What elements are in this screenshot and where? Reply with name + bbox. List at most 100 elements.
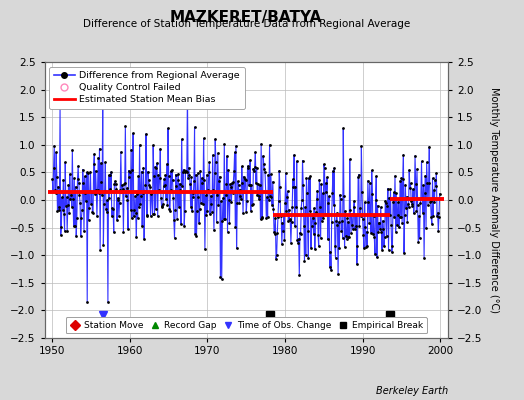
Point xyxy=(190,178,198,185)
Point xyxy=(297,204,305,211)
Point xyxy=(275,197,283,204)
Point xyxy=(65,210,73,216)
Point xyxy=(327,267,335,274)
Point xyxy=(337,227,345,234)
Point xyxy=(265,196,273,203)
Point xyxy=(202,212,210,218)
Point xyxy=(281,199,289,206)
Point xyxy=(95,190,103,196)
Point xyxy=(287,240,295,246)
Point xyxy=(303,228,312,234)
Point xyxy=(124,226,132,232)
Point xyxy=(168,167,176,173)
Point xyxy=(81,173,89,180)
Point xyxy=(152,165,160,171)
Point xyxy=(137,192,145,199)
Point xyxy=(361,199,369,205)
Point xyxy=(322,189,331,196)
Point xyxy=(153,160,161,166)
Point xyxy=(198,180,206,187)
Point xyxy=(86,168,95,175)
Point xyxy=(123,196,132,203)
Point xyxy=(374,228,383,235)
Point xyxy=(302,252,310,259)
Point xyxy=(251,149,259,155)
Point xyxy=(187,174,195,180)
Point xyxy=(266,192,275,199)
Point xyxy=(414,239,422,246)
Point xyxy=(264,172,272,178)
Point xyxy=(179,166,188,173)
Point xyxy=(323,174,331,180)
Point xyxy=(189,190,197,197)
Point xyxy=(104,172,113,178)
Point xyxy=(100,201,108,208)
Point xyxy=(417,158,425,164)
Point xyxy=(320,164,329,171)
Point xyxy=(385,195,394,201)
Point xyxy=(120,181,128,187)
Point xyxy=(182,168,190,174)
Point xyxy=(356,213,365,219)
Point xyxy=(144,168,152,175)
Point xyxy=(64,182,73,188)
Point xyxy=(215,174,224,180)
Point xyxy=(101,188,109,194)
Point xyxy=(204,187,212,194)
Point xyxy=(378,246,386,253)
Point xyxy=(413,166,421,172)
Point xyxy=(399,152,408,158)
Point xyxy=(346,207,355,214)
Point xyxy=(295,272,303,278)
Point xyxy=(127,146,135,153)
Point xyxy=(233,200,242,206)
Point xyxy=(395,214,403,220)
Point xyxy=(268,202,276,208)
Point xyxy=(276,212,285,218)
Point xyxy=(389,189,398,196)
Point xyxy=(76,200,84,206)
Point xyxy=(117,149,125,155)
Point xyxy=(373,202,381,209)
Point xyxy=(288,204,297,210)
Point xyxy=(435,214,443,220)
Point xyxy=(95,146,104,152)
Point xyxy=(341,244,349,250)
Point xyxy=(119,229,128,236)
Point xyxy=(272,255,280,262)
Point xyxy=(332,218,341,224)
Point xyxy=(324,199,333,206)
Point xyxy=(235,200,243,206)
Point xyxy=(165,206,173,212)
Point xyxy=(159,200,167,207)
Text: Berkeley Earth: Berkeley Earth xyxy=(376,386,448,396)
Point xyxy=(237,163,246,170)
Point xyxy=(55,204,63,211)
Point xyxy=(147,191,156,198)
Point xyxy=(421,172,430,179)
Point xyxy=(125,174,134,180)
Point xyxy=(314,232,322,238)
Point xyxy=(70,175,79,182)
Point xyxy=(377,229,386,235)
Point xyxy=(403,201,412,207)
Point xyxy=(243,198,251,205)
Point xyxy=(323,236,332,243)
Point xyxy=(195,220,203,226)
Point xyxy=(96,160,105,166)
Point xyxy=(402,194,411,200)
Point xyxy=(248,202,256,208)
Point xyxy=(180,223,189,229)
Point xyxy=(161,172,170,178)
Point xyxy=(239,173,248,180)
Point xyxy=(128,167,137,173)
Point xyxy=(115,212,123,219)
Point xyxy=(400,250,408,256)
Point xyxy=(237,196,245,202)
Point xyxy=(219,195,227,201)
Point xyxy=(256,216,265,222)
Point xyxy=(283,194,291,200)
Point xyxy=(213,192,221,199)
Point xyxy=(408,202,417,209)
Point xyxy=(85,188,94,194)
